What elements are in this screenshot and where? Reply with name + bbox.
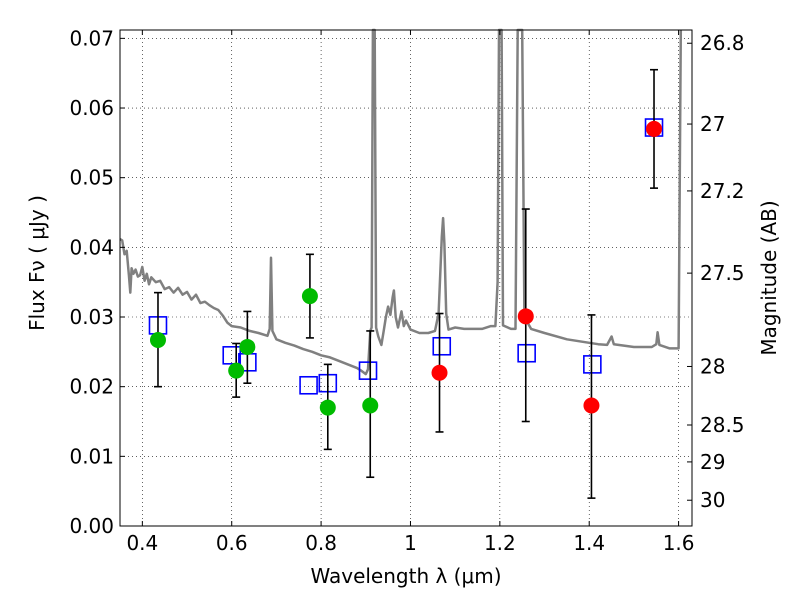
x-axis: 0.4 0.6 0.8 1 1.2 1.4 1.6 (126, 30, 695, 555)
y-tick-label: 0.01 (69, 444, 114, 468)
magnitude-axis: 26.8 27 27.2 27.5 28 28.5 29 30 (687, 31, 745, 512)
data-markers (148, 68, 664, 499)
x-tick-label: 1.2 (484, 531, 516, 555)
y2-axis-label: Magnitude (AB) (757, 200, 781, 355)
y2-tick-label: 28.5 (700, 413, 745, 437)
y-tick-label: 0.00 (69, 514, 114, 538)
green-data-point (239, 338, 256, 355)
y2-tick-label: 27 (700, 112, 725, 136)
x-tick-label: 1 (404, 531, 417, 555)
open-square-marker (583, 355, 602, 374)
y-tick-label: 0.06 (69, 96, 114, 120)
y2-tick-label: 27.5 (700, 261, 745, 285)
x-tick-label: 0.8 (305, 531, 337, 555)
green-data-point (149, 332, 166, 348)
open-square-marker (432, 336, 452, 356)
green-data-point (228, 362, 245, 379)
x-tick-label: 0.4 (126, 531, 158, 555)
open-square-marker (358, 361, 378, 380)
red-data-point (431, 364, 448, 381)
y-tick-label: 0.05 (69, 166, 114, 190)
y-axis: 0.00 0.01 0.02 0.03 0.04 0.05 0.06 0.07 (69, 26, 125, 538)
red-data-point (517, 308, 534, 325)
x-axis-label: Wavelength λ (μm) (310, 564, 501, 588)
y-tick-label: 0.07 (69, 26, 114, 50)
green-data-point (362, 397, 379, 414)
y2-tick-label: 29 (700, 450, 725, 474)
y-tick-label: 0.04 (69, 235, 114, 259)
red-data-point (583, 397, 600, 414)
y2-tick-label: 30 (700, 488, 725, 512)
red-data-point (646, 120, 663, 137)
x-tick-label: 1.4 (573, 531, 605, 555)
y2-tick-label: 27.2 (700, 179, 745, 203)
y-axis-label: Flux Fν ( μJy ) (25, 195, 49, 331)
y-tick-label: 0.03 (69, 305, 114, 329)
y2-tick-label: 26.8 (700, 31, 745, 55)
x-tick-label: 1.6 (663, 531, 695, 555)
open-square-marker (517, 343, 536, 363)
plot-frame (119, 29, 693, 527)
green-data-point (319, 399, 336, 416)
open-square-marker (299, 375, 318, 395)
x-tick-label: 0.6 (216, 531, 248, 555)
open-square-marker (222, 346, 242, 365)
y2-tick-label: 28 (700, 354, 725, 378)
green-data-point (301, 288, 318, 305)
y-tick-label: 0.02 (69, 375, 114, 399)
